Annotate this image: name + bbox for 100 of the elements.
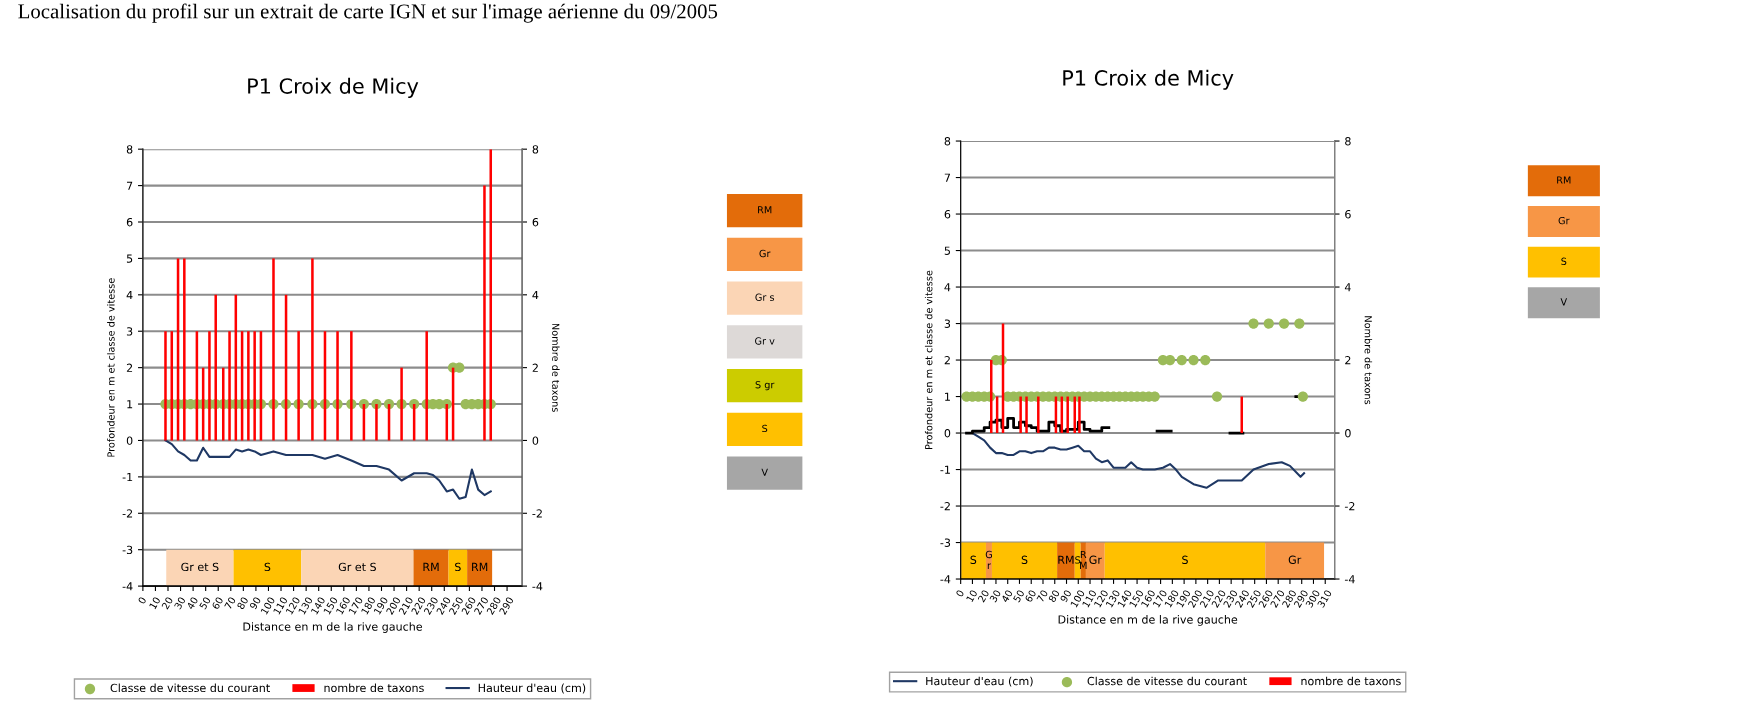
y-tick-label: 6: [944, 210, 951, 219]
chart-title: P1 Croix de Micy: [1063, 69, 1234, 90]
point: [1278, 318, 1290, 329]
y-tick-label: 0: [944, 429, 951, 438]
y2-tick-label: -4: [532, 582, 543, 591]
y2-tick-label: 8: [1345, 137, 1351, 146]
y2-axis-title: Nombre de taxons: [552, 323, 560, 412]
category-label: S gr: [755, 381, 775, 391]
bar: [183, 258, 186, 441]
bar: [1025, 396, 1028, 434]
y-axis-title: Profondeur en m et classe de vitesse: [924, 270, 933, 450]
band-label: S: [1182, 555, 1188, 565]
y-tick-label: 6: [126, 217, 133, 227]
point: [1200, 354, 1211, 366]
bar: [228, 331, 231, 441]
y2-tick-label: 2: [532, 363, 538, 372]
text: Localisation du profil sur un extrait de carte IGN et sur l'image aérienne du 09/2005: [18, 3, 718, 23]
y-tick-label: 2: [944, 356, 950, 365]
bar: [247, 331, 250, 441]
y2-tick-label: 6: [532, 217, 539, 227]
bar: [1019, 396, 1022, 434]
y-tick-label: 0: [126, 436, 133, 445]
y2-tick-label: 0: [1345, 429, 1351, 438]
x-tick-label: 30: [989, 589, 1002, 603]
y-tick-label: 3: [126, 327, 133, 336]
y-tick-label: -1: [122, 472, 133, 482]
bar: [208, 331, 211, 441]
x-tick-label: 10: [965, 589, 978, 603]
x-tick-label: 40: [1000, 589, 1013, 603]
y-tick-label: -4: [940, 575, 951, 584]
x-tick-label: 70: [1036, 589, 1049, 603]
bar: [425, 331, 428, 441]
legend-label: Hauteur d'eau (cm): [926, 676, 1033, 687]
band-label: Gr et S: [181, 562, 219, 572]
x-tick-label: 10: [148, 596, 161, 610]
band-label: S: [970, 555, 977, 565]
point: [1211, 391, 1223, 402]
y-tick-label: 5: [126, 254, 133, 263]
y-tick-label: 7: [944, 173, 950, 182]
y-tick-label: 8: [126, 145, 133, 154]
category-label: S: [1561, 257, 1567, 265]
bar: [214, 294, 217, 441]
bar: [483, 185, 486, 441]
bar: [253, 331, 256, 441]
point: [1263, 318, 1274, 329]
band-label: RM: [1080, 550, 1087, 569]
y-tick-label: 8: [944, 137, 951, 146]
x-tick-label: 70: [224, 596, 236, 610]
y2-tick-label: 8: [532, 145, 539, 154]
chart-title: P1 Croix de Micy: [248, 77, 419, 98]
band-label: S: [264, 562, 271, 572]
band-label: Gr: [1288, 555, 1302, 565]
y2-axis-title: Nombre de taxons: [1364, 316, 1373, 405]
y2-tick-label: 4: [532, 290, 539, 300]
bar: [1066, 396, 1069, 434]
y2-tick-label: -2: [532, 509, 542, 518]
y-tick-label: -1: [940, 465, 950, 474]
x-tick-label: 60: [211, 596, 224, 610]
band-label: RM: [1058, 555, 1074, 564]
y-tick-label: -2: [122, 509, 133, 518]
bar: [336, 331, 339, 441]
bar: [297, 331, 300, 441]
y-tick-label: 4: [944, 283, 951, 292]
y-tick-label: -3: [122, 545, 133, 555]
band-label: Gr et S: [338, 562, 376, 572]
x-tick-label: 80: [236, 596, 249, 610]
bar: [375, 404, 378, 441]
point: [1188, 354, 1199, 366]
x-tick-label: 50: [1012, 589, 1025, 603]
category-label: S: [762, 424, 768, 433]
y-tick-label: 1: [127, 400, 133, 409]
y-tick-label: 5: [944, 246, 950, 255]
category-label: Gr: [1558, 216, 1570, 225]
legend-label: nombre de taxons: [324, 683, 424, 693]
y-tick-label: -4: [122, 582, 133, 591]
y2-tick-label: 0: [532, 436, 539, 445]
bar: [1078, 396, 1081, 434]
x-tick-label: 90: [1059, 589, 1072, 603]
y-tick-label: 3: [944, 319, 951, 328]
y-axis-title: Profondeur en m et classe de vitesse: [107, 278, 115, 457]
point: [1294, 318, 1305, 329]
bar: [272, 258, 275, 441]
x-tick-label: 0: [137, 596, 147, 605]
category-label: V: [761, 468, 768, 476]
band-label: S: [1075, 556, 1081, 564]
x-tick-label: 30: [173, 596, 186, 610]
x-tick-label: 80: [1048, 589, 1060, 603]
category-label: Gr: [759, 249, 771, 258]
y2-tick-label: 4: [1344, 283, 1351, 292]
category-label: RM: [758, 206, 772, 214]
x-tick-label: 20: [161, 596, 174, 610]
x-tick-label: 40: [186, 596, 199, 610]
point: [1176, 354, 1187, 366]
category-label: V: [1560, 298, 1568, 306]
bar: [1073, 396, 1076, 434]
bar: [311, 258, 314, 441]
bar: [1240, 396, 1243, 434]
y2-tick-label: 2: [1345, 356, 1351, 365]
x-tick-label: 50: [199, 596, 211, 610]
x-tick-label: 0: [955, 589, 965, 598]
